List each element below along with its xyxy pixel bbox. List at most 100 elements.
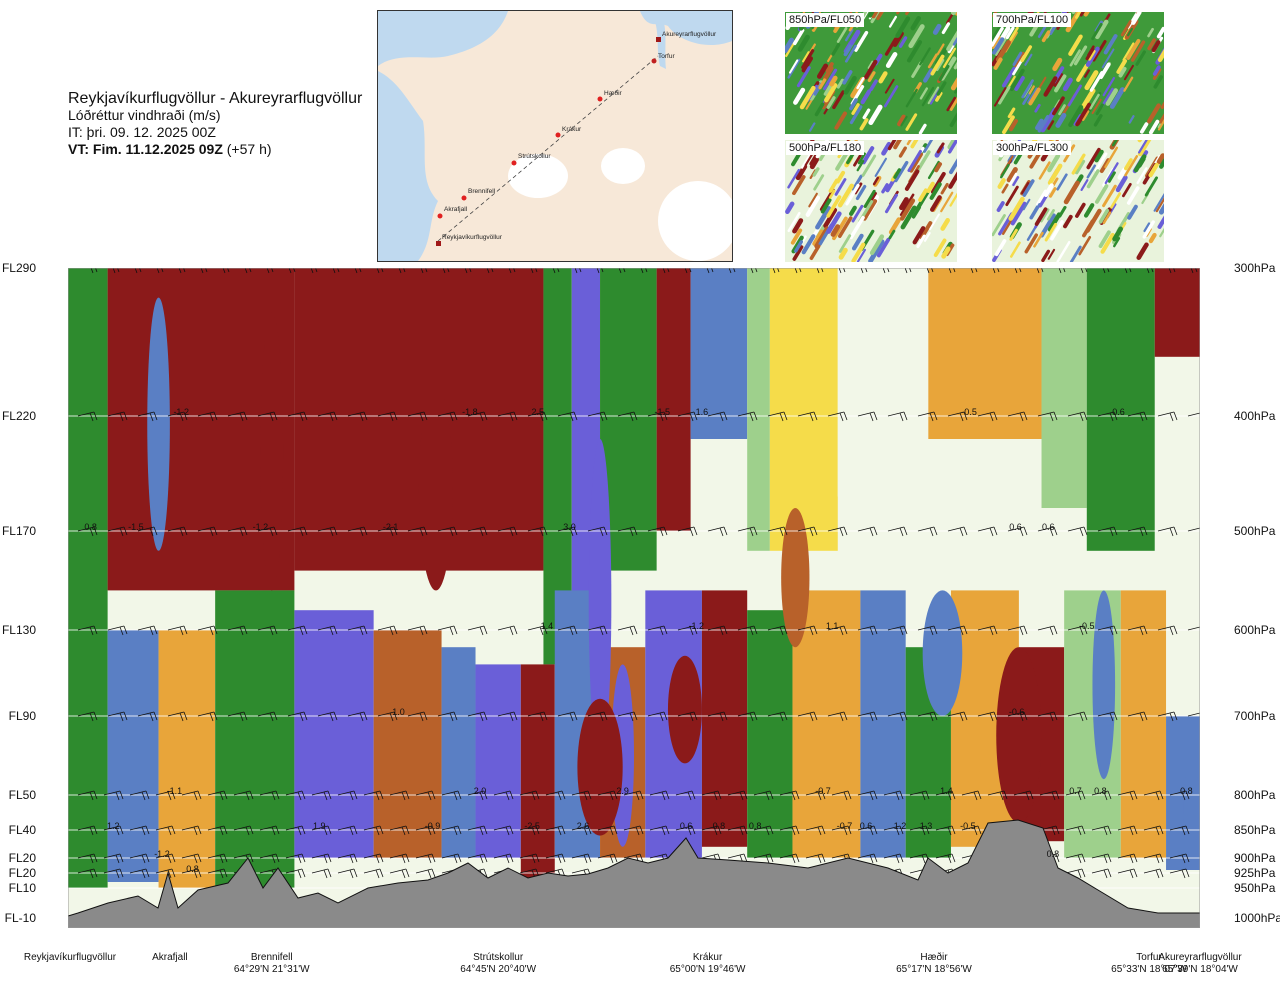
value-label: 1.6 <box>696 407 709 417</box>
level-map-streak <box>1155 197 1164 213</box>
wind-barb <box>207 825 228 836</box>
wind-barb <box>597 853 618 864</box>
level-map-streak <box>941 246 951 259</box>
wind-barb <box>377 411 398 422</box>
value-label: -0.7 <box>815 786 831 796</box>
level-map-streak <box>856 248 867 262</box>
level-map-streak <box>1073 114 1082 126</box>
level-map-streak <box>1032 203 1041 215</box>
level-map-streak <box>869 79 878 91</box>
wind-barb <box>737 526 758 537</box>
level-map-streak <box>1074 159 1086 175</box>
wind-barb <box>857 711 878 722</box>
level-map-streak <box>1058 104 1066 116</box>
level-map-streak <box>1052 57 1063 72</box>
wind-barb <box>467 790 488 801</box>
station-name: Brennifell <box>250 952 293 963</box>
level-map-streak <box>949 112 957 128</box>
level-map-streak <box>1041 249 1051 262</box>
level-map-streak <box>898 146 907 158</box>
level-map-streak <box>1144 176 1158 197</box>
level-map-streak <box>919 47 931 66</box>
glacier-langjokull <box>508 154 568 198</box>
value-annotations: -1.2 -1.8 2.5 -1.5 1.6 -0.5 0.6 0.8 -1.5 -1.2 -2.1… <box>84 407 1192 874</box>
wind-barb <box>917 526 938 537</box>
wind-barb <box>232 268 252 274</box>
value-label: -1.5 <box>655 407 671 417</box>
level-map-streak <box>909 152 923 173</box>
value-label: 0.8 <box>713 821 726 831</box>
wind-barb <box>760 268 780 274</box>
value-label: 2.6 <box>577 821 590 831</box>
level-map-streak <box>881 183 889 194</box>
wind-barb <box>650 268 670 274</box>
wind-barb <box>415 790 436 801</box>
wind-barb <box>1065 868 1086 879</box>
map-label-reykjavik: Reykjavíkurflugvöllur <box>442 234 503 241</box>
level-map-streak <box>949 96 957 111</box>
level-map-streak <box>849 215 865 240</box>
level-map-streak <box>800 154 811 169</box>
wind-barb <box>647 526 668 537</box>
wind-barb <box>474 268 494 274</box>
wind-barb <box>647 411 668 422</box>
level-map-streak <box>947 140 957 150</box>
wind-barb <box>887 411 908 422</box>
level-map-streak <box>1123 76 1134 92</box>
wind-barb <box>363 868 384 879</box>
fl-tick-label: FL10 <box>8 881 36 895</box>
route-line <box>437 55 659 242</box>
level-map-streak <box>1123 64 1134 81</box>
wind-barb <box>377 526 398 537</box>
level-map-streak <box>994 239 1007 257</box>
variable-title: Lóðréttur vindhraði (m/s) <box>68 107 221 123</box>
velocity-band <box>860 590 906 858</box>
wind-barb <box>347 526 368 537</box>
level-map-streak <box>926 181 935 194</box>
level-map-streak <box>851 103 860 115</box>
value-label: 1.3 <box>920 821 933 831</box>
velocity-band <box>158 630 216 888</box>
wind-barb <box>857 411 878 422</box>
wind-barb <box>617 711 638 722</box>
wind-barb <box>677 711 698 722</box>
wind-barb <box>167 625 188 636</box>
level-map-streak <box>1104 162 1119 185</box>
level-map-streak <box>900 205 917 230</box>
level-map-streak <box>1146 103 1161 124</box>
level-map-streak <box>849 98 858 111</box>
level-map-streak <box>940 217 950 231</box>
level-map-streak <box>946 30 957 52</box>
wind-barb <box>831 790 852 801</box>
level-map-streak <box>1098 208 1110 224</box>
velocity-core <box>922 590 963 716</box>
wind-barb <box>254 268 274 274</box>
level-map-streak <box>830 224 841 237</box>
level-map-streak <box>787 168 801 189</box>
wind-barb <box>389 790 410 801</box>
level-map-streak <box>788 59 799 74</box>
wind-barb <box>675 790 696 801</box>
wind-barb <box>259 790 280 801</box>
level-map-streak <box>1021 182 1030 195</box>
level-map-streak <box>820 198 832 214</box>
level-map-streak <box>862 108 871 120</box>
level-map-streak <box>872 176 880 186</box>
wind-barb <box>129 853 150 864</box>
level-map-streak <box>1053 72 1064 87</box>
level-map-streak <box>1075 202 1086 218</box>
velocity-band <box>475 664 521 858</box>
level-map-streak <box>1115 175 1128 193</box>
level-map-streak <box>1156 26 1164 39</box>
level-map-streak <box>1028 87 1041 106</box>
wind-barb <box>1065 853 1086 864</box>
level-map-streak <box>856 77 865 90</box>
level-map-streak <box>1005 26 1015 40</box>
velocity-band <box>928 268 1042 439</box>
wind-barb <box>233 825 254 836</box>
wind-barb <box>1002 268 1022 274</box>
level-map-streak <box>1047 163 1063 186</box>
level-map-streak <box>1158 202 1164 215</box>
level-map-streak <box>1036 189 1048 206</box>
wind-barb <box>1157 411 1178 422</box>
